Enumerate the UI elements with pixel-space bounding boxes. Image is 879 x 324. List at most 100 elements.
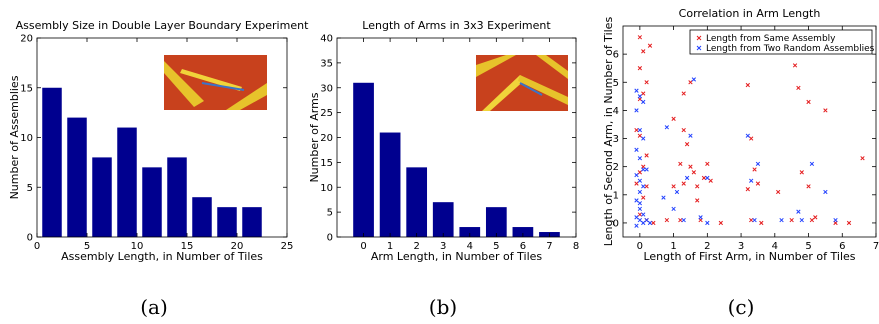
x-tick-label: 5 — [805, 241, 811, 252]
afm-image-inset — [164, 55, 267, 110]
point-stroke — [637, 212, 643, 217]
point-stroke — [752, 167, 757, 172]
y-tick-label: 15 — [320, 158, 333, 169]
random-assembly-point — [637, 127, 643, 133]
y-tick-label: 2 — [613, 162, 619, 173]
same-assembly-point — [752, 167, 757, 172]
point-stroke — [681, 181, 686, 186]
random-assembly-point — [688, 133, 693, 138]
y-tick-label: 15 — [20, 83, 33, 94]
y-tick-label: 3 — [613, 134, 619, 145]
same-assembly-point — [813, 215, 818, 220]
point-stroke — [749, 178, 754, 183]
point-stroke — [641, 49, 646, 54]
point-stroke — [634, 181, 639, 186]
x-tick-label: 5 — [493, 241, 499, 252]
point-stroke — [637, 189, 643, 195]
afm-image-inset — [476, 55, 568, 111]
same-assembly-point — [688, 164, 693, 169]
point-stroke — [641, 99, 646, 105]
same-assembly-point — [792, 63, 798, 68]
same-assembly-point — [634, 127, 639, 133]
y-tick-label: 40 — [320, 34, 333, 45]
same-assembly-point — [681, 181, 686, 186]
same-assembly-point — [759, 220, 764, 226]
random-assembly-point — [691, 77, 696, 82]
random-assembly-point — [833, 217, 838, 223]
same-assembly-point — [695, 198, 700, 203]
inset-strand — [164, 61, 204, 107]
random-assembly-point — [637, 189, 643, 195]
point-stroke — [705, 175, 710, 181]
same-assembly-point — [634, 181, 639, 186]
point-stroke — [776, 189, 781, 195]
point-stroke — [637, 94, 643, 99]
same-assembly-point — [681, 127, 686, 133]
point-stroke — [823, 189, 828, 195]
same-assembly-point — [681, 91, 686, 96]
random-assembly-point — [705, 220, 710, 226]
point-stroke — [637, 127, 643, 133]
bar — [512, 227, 534, 237]
point-stroke — [823, 108, 828, 113]
same-assembly-point — [695, 184, 700, 189]
point-stroke — [637, 66, 643, 71]
random-assembly-point — [745, 133, 750, 138]
point-stroke — [661, 195, 666, 200]
x-tick-label: 7 — [873, 241, 879, 252]
point-stroke — [708, 178, 713, 183]
bar — [353, 82, 374, 238]
bar — [167, 157, 187, 237]
point-stroke — [755, 181, 761, 186]
bar — [485, 207, 507, 237]
random-assembly-point — [752, 217, 757, 223]
bar — [142, 167, 162, 237]
random-assembly-point — [637, 206, 643, 212]
point-stroke — [846, 220, 852, 226]
random-assembly-point — [637, 201, 643, 206]
same-assembly-point — [708, 178, 713, 183]
x-tick-label: 4 — [467, 241, 473, 252]
panel-caption: (c) — [728, 295, 755, 319]
point-stroke — [634, 223, 639, 228]
point-stroke — [681, 217, 686, 223]
point-stroke — [681, 91, 686, 96]
point-stroke — [664, 125, 670, 130]
point-stroke — [705, 161, 710, 167]
point-stroke — [759, 220, 764, 226]
point-stroke — [637, 206, 643, 212]
x-tick-label: 2 — [704, 241, 710, 252]
random-assembly-point — [809, 161, 815, 167]
point-stroke — [688, 164, 693, 169]
same-assembly-point — [796, 85, 801, 91]
point-stroke — [718, 220, 723, 226]
random-assembly-point — [796, 209, 801, 214]
y-tick-label: 6 — [613, 50, 619, 61]
random-assembly-point — [637, 156, 643, 161]
point-stroke — [671, 206, 676, 212]
x-axis-label: Length of First Arm, in Number of Tiles — [643, 250, 855, 263]
y-axis-label: Length of Second Arm, in Number of Tiles — [602, 17, 615, 247]
point-stroke — [641, 136, 646, 141]
random-assembly-point — [637, 178, 643, 183]
same-assembly-point — [691, 170, 696, 175]
random-assembly-point — [641, 220, 646, 226]
same-assembly-point — [647, 43, 653, 48]
same-assembly-point — [637, 212, 643, 217]
y-tick-label: 20 — [20, 34, 33, 45]
y-tick-label: 5 — [27, 183, 33, 194]
x-tick-label: 6 — [520, 241, 526, 252]
point-stroke — [634, 198, 639, 203]
random-assembly-point — [671, 206, 676, 212]
point-stroke — [637, 35, 643, 40]
bar — [92, 157, 112, 237]
same-assembly-point — [664, 217, 670, 223]
point-stroke — [789, 217, 794, 223]
y-axis-label: Number of Arms — [308, 92, 321, 182]
x-tick-label: 3 — [440, 241, 446, 252]
point-stroke — [671, 116, 676, 121]
point-stroke — [745, 133, 750, 138]
point-stroke — [696, 35, 702, 41]
same-assembly-point — [701, 175, 707, 181]
